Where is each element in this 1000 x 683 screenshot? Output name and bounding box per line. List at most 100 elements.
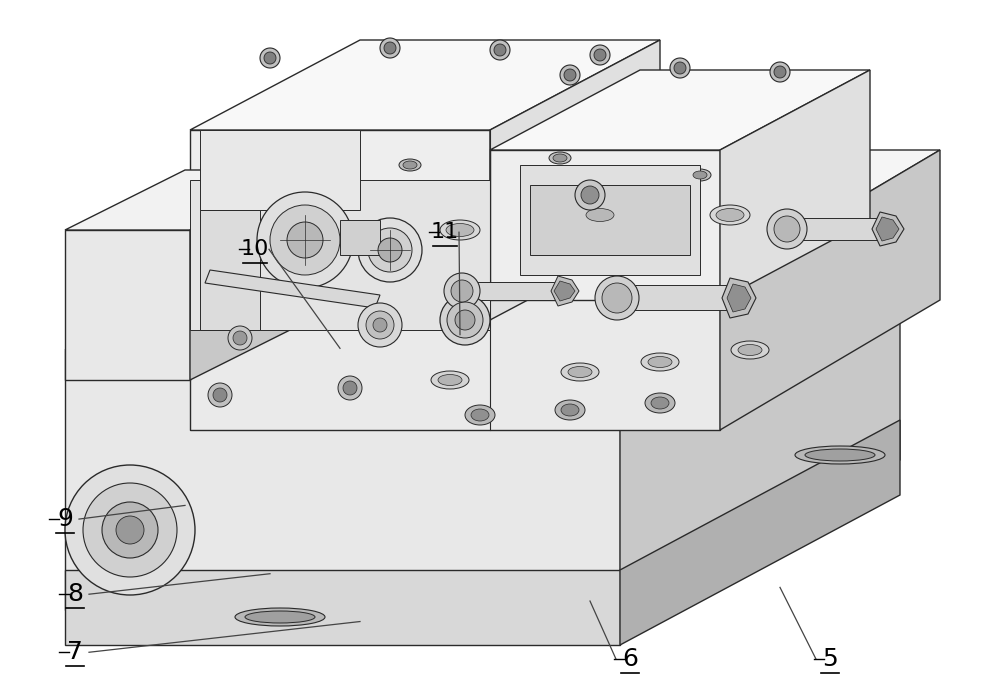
Polygon shape [65, 350, 620, 610]
Ellipse shape [731, 341, 769, 359]
Circle shape [564, 69, 576, 81]
Ellipse shape [555, 400, 585, 420]
Polygon shape [490, 150, 720, 300]
Circle shape [595, 276, 639, 320]
Circle shape [208, 383, 232, 407]
Circle shape [213, 388, 227, 402]
Circle shape [343, 381, 357, 395]
Polygon shape [876, 217, 899, 241]
Polygon shape [190, 170, 310, 380]
Circle shape [455, 310, 475, 330]
Ellipse shape [641, 353, 679, 371]
Ellipse shape [651, 397, 669, 409]
Polygon shape [720, 150, 940, 430]
Polygon shape [190, 280, 720, 430]
Polygon shape [65, 570, 620, 645]
Ellipse shape [243, 171, 257, 179]
Ellipse shape [738, 344, 762, 355]
Ellipse shape [580, 205, 620, 225]
Text: 5: 5 [822, 647, 838, 671]
Text: 6: 6 [622, 647, 638, 671]
Polygon shape [722, 278, 756, 318]
Circle shape [560, 65, 580, 85]
Circle shape [447, 302, 483, 338]
Circle shape [233, 331, 247, 345]
Ellipse shape [568, 367, 592, 378]
Circle shape [602, 283, 632, 313]
Ellipse shape [446, 223, 474, 236]
Circle shape [770, 62, 790, 82]
Polygon shape [872, 212, 904, 246]
Circle shape [581, 186, 599, 204]
Polygon shape [190, 130, 490, 320]
Text: 10: 10 [241, 239, 269, 260]
Polygon shape [340, 220, 380, 255]
Circle shape [440, 295, 490, 345]
Polygon shape [190, 150, 940, 280]
Circle shape [594, 49, 606, 61]
Polygon shape [490, 40, 660, 320]
Ellipse shape [438, 374, 462, 385]
Polygon shape [727, 284, 751, 312]
Circle shape [270, 205, 340, 275]
Ellipse shape [586, 208, 614, 221]
Polygon shape [205, 270, 380, 308]
Polygon shape [455, 282, 560, 300]
Circle shape [767, 209, 807, 249]
Polygon shape [610, 285, 730, 310]
Circle shape [494, 44, 506, 56]
Ellipse shape [239, 169, 261, 181]
Circle shape [264, 52, 276, 64]
Polygon shape [530, 185, 690, 255]
Ellipse shape [710, 205, 750, 225]
Circle shape [65, 465, 195, 595]
Circle shape [378, 238, 402, 262]
Circle shape [338, 376, 362, 400]
Circle shape [358, 218, 422, 282]
Text: 7: 7 [67, 640, 83, 665]
Polygon shape [620, 420, 900, 645]
Ellipse shape [403, 161, 417, 169]
Text: 9: 9 [57, 507, 73, 531]
Circle shape [228, 326, 252, 350]
Circle shape [102, 502, 158, 558]
Ellipse shape [549, 152, 571, 164]
Circle shape [368, 228, 412, 272]
Polygon shape [65, 230, 190, 380]
Ellipse shape [245, 611, 315, 623]
Ellipse shape [465, 405, 495, 425]
Ellipse shape [440, 220, 480, 240]
Polygon shape [554, 281, 575, 301]
Polygon shape [551, 276, 579, 306]
Circle shape [490, 40, 510, 60]
Ellipse shape [689, 169, 711, 181]
Circle shape [83, 483, 177, 577]
Ellipse shape [645, 393, 675, 413]
Text: 8: 8 [67, 582, 83, 607]
Circle shape [384, 42, 396, 54]
Ellipse shape [399, 159, 421, 171]
Circle shape [257, 192, 353, 288]
Ellipse shape [561, 404, 579, 416]
Polygon shape [780, 218, 880, 240]
Circle shape [260, 48, 280, 68]
Circle shape [444, 273, 480, 309]
Ellipse shape [805, 449, 875, 461]
Ellipse shape [795, 446, 885, 464]
Circle shape [774, 66, 786, 78]
Circle shape [590, 45, 610, 65]
Polygon shape [190, 180, 490, 330]
Ellipse shape [693, 171, 707, 179]
Circle shape [674, 62, 686, 74]
Circle shape [380, 38, 400, 58]
Polygon shape [190, 40, 660, 130]
Polygon shape [200, 130, 360, 210]
Polygon shape [65, 200, 900, 350]
Polygon shape [490, 70, 870, 150]
Ellipse shape [553, 154, 567, 162]
Circle shape [287, 222, 323, 258]
Polygon shape [620, 200, 900, 610]
Ellipse shape [648, 357, 672, 367]
Polygon shape [720, 70, 870, 300]
Circle shape [774, 216, 800, 242]
